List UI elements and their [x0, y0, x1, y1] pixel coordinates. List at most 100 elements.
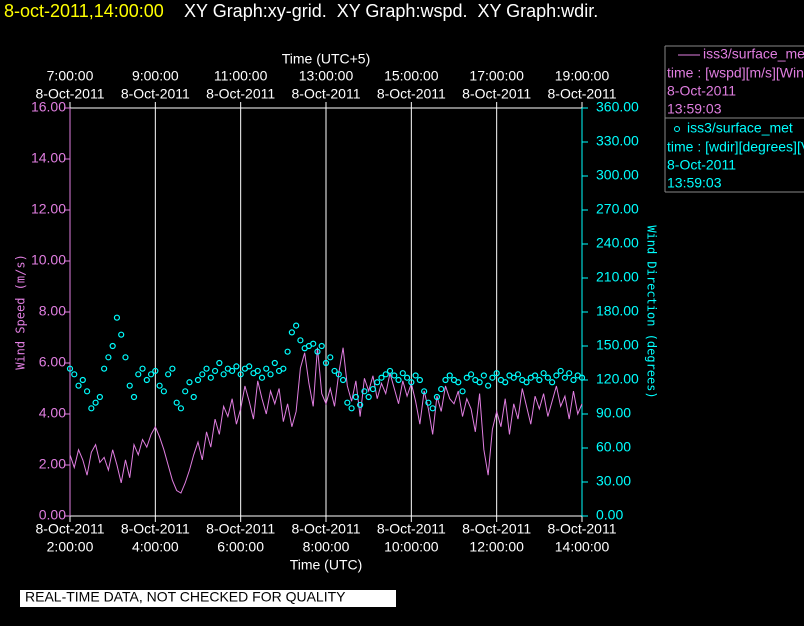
x-tick-label: 14:00:00 [555, 539, 610, 555]
y-tick-label: 16.00 [31, 99, 66, 115]
data-point [561, 374, 569, 381]
data-point [71, 371, 78, 378]
data-point [322, 359, 330, 367]
x2-tick-date: 8-Oct-2011 [206, 86, 275, 102]
x2-tick-label: 15:00:00 [384, 68, 439, 84]
data-point [540, 370, 547, 377]
data-point [169, 365, 176, 372]
data-point [165, 371, 172, 378]
legend-detail: time : [wspd][m/s][Wind [667, 65, 804, 81]
series-line [69, 347, 583, 494]
data-point [455, 379, 462, 386]
data-point [267, 371, 274, 378]
data-point [408, 379, 415, 386]
x-tick-label: 6:00:00 [217, 539, 264, 555]
chart-title: 8-oct-2011,14:00:00 [4, 1, 164, 21]
data-point [190, 393, 197, 401]
x2-axis-title: Time (UTC+5) [282, 51, 371, 67]
data-point [297, 337, 304, 344]
data-point [194, 376, 202, 384]
data-point [101, 365, 108, 372]
data-point [66, 365, 74, 372]
notice: REAL-TIME DATA, NOT CHECKED FOR QUALITY [25, 589, 346, 605]
data-point [442, 376, 449, 384]
y2-tick-label: 300.00 [596, 167, 639, 183]
data-point [203, 365, 210, 372]
y2-tick-label: 150.00 [596, 337, 639, 353]
y-tick-label: 8.00 [39, 303, 66, 319]
data-point [489, 374, 496, 381]
data-point [331, 367, 338, 375]
data-point [118, 331, 125, 338]
data-point [485, 382, 492, 389]
data-point [361, 388, 368, 395]
y-tick-label: 0.00 [39, 507, 66, 523]
data-point [578, 374, 586, 381]
x2-tick-date: 8-Oct-2011 [548, 86, 617, 102]
x2-tick-date: 8-Oct-2011 [292, 86, 361, 102]
data-point [186, 379, 193, 386]
y2-tick-label: 0.00 [596, 507, 623, 523]
data-point [476, 379, 483, 386]
data-point [510, 374, 517, 381]
data-point [429, 405, 436, 412]
data-point [246, 363, 253, 370]
x-tick-label: 4:00:00 [132, 539, 179, 555]
data-point [348, 405, 355, 412]
data-point [395, 376, 402, 384]
data-point [173, 399, 180, 406]
data-point [446, 372, 453, 379]
y2-tick-label: 30.00 [596, 473, 631, 489]
y2-axis-title: Wind Direction (degrees) [645, 225, 659, 398]
y2-tick-label: 180.00 [596, 303, 639, 319]
data-point [182, 388, 189, 395]
data-point [514, 371, 522, 378]
data-point [216, 359, 223, 367]
data-point [122, 354, 129, 361]
data-point [211, 367, 219, 375]
data-point [237, 371, 244, 378]
x-tick-label: 8:00:00 [303, 539, 350, 555]
data-point [467, 371, 475, 378]
data-point [293, 322, 300, 329]
y-tick-label: 12.00 [31, 201, 66, 217]
legend-label: iss3/surface_met [687, 120, 793, 136]
x2-tick-date: 8-Oct-2011 [121, 86, 190, 102]
data-point [152, 367, 159, 375]
x-tick-date: 8-Oct-2011 [292, 521, 361, 537]
y-tick-label: 2.00 [39, 456, 66, 472]
data-point [220, 371, 227, 378]
data-point [570, 376, 577, 384]
data-point [425, 399, 432, 406]
legend-detail: 13:59:03 [667, 101, 722, 117]
data-point [549, 379, 556, 386]
data-point [105, 354, 112, 361]
data-point [369, 385, 377, 393]
data-point [280, 365, 287, 372]
data-point [92, 399, 99, 406]
x2-tick-label: 13:00:00 [299, 68, 354, 84]
data-point [531, 372, 539, 379]
data-point [386, 367, 394, 375]
data-point [327, 354, 334, 361]
x-tick-date: 8-Oct-2011 [36, 521, 105, 537]
data-point [263, 365, 270, 372]
y2-tick-label: 270.00 [596, 201, 639, 217]
data-point [229, 367, 236, 375]
x-axis-title: Time (UTC) [290, 557, 363, 573]
data-point [412, 372, 419, 379]
y2-tick-label: 330.00 [596, 133, 639, 149]
data-point [147, 371, 155, 378]
data-point [199, 371, 206, 378]
chart-subtitle: XY Graph:xy-grid. XY Graph:wspd. XY Grap… [184, 1, 598, 21]
data-point [271, 359, 278, 367]
data-point [233, 363, 240, 370]
data-point [177, 405, 185, 412]
data-point [109, 342, 116, 350]
data-point [284, 348, 291, 355]
x-tick-date: 8-Oct-2011 [206, 521, 275, 537]
data-point [96, 393, 103, 401]
legend-label: iss3/surface_met [703, 46, 804, 62]
data-point [382, 371, 389, 378]
